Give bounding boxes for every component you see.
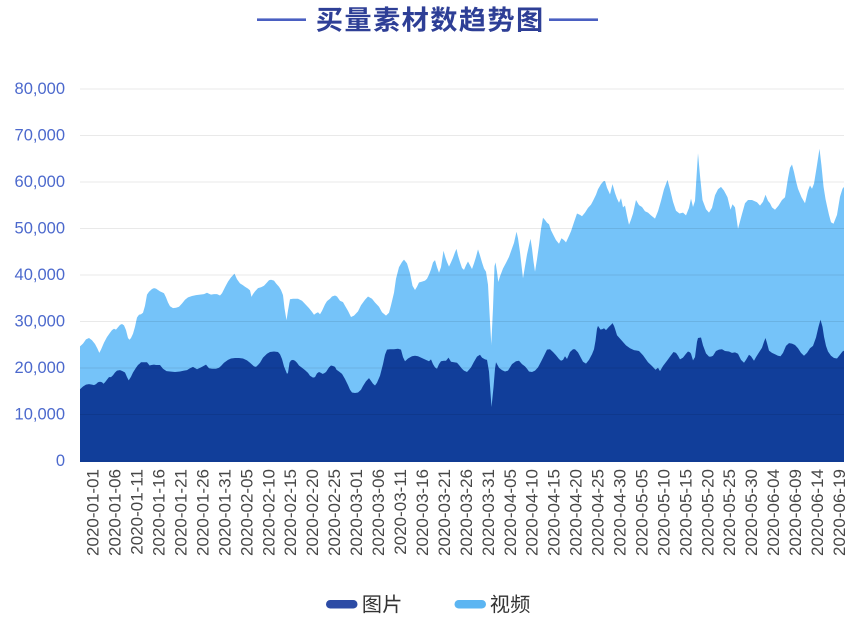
svg-text:2020-01-26: 2020-01-26 xyxy=(194,469,213,556)
svg-text:40,000: 40,000 xyxy=(15,266,65,284)
svg-text:2020-04-15: 2020-04-15 xyxy=(545,469,564,556)
svg-text:0: 0 xyxy=(56,452,65,470)
svg-text:30,000: 30,000 xyxy=(15,313,65,331)
svg-text:2020-06-19: 2020-06-19 xyxy=(830,469,849,556)
svg-text:2020-04-30: 2020-04-30 xyxy=(611,469,630,556)
svg-text:2020-03-21: 2020-03-21 xyxy=(435,469,454,556)
svg-text:2020-01-11: 2020-01-11 xyxy=(128,469,147,555)
svg-text:2020-06-09: 2020-06-09 xyxy=(786,469,805,556)
svg-text:2020-03-31: 2020-03-31 xyxy=(479,469,498,556)
svg-text:2020-02-20: 2020-02-20 xyxy=(303,469,322,556)
svg-text:2020-04-05: 2020-04-05 xyxy=(501,469,520,556)
svg-text:2020-01-01: 2020-01-01 xyxy=(84,469,103,556)
svg-text:80,000: 80,000 xyxy=(15,80,65,98)
svg-text:2020-01-06: 2020-01-06 xyxy=(106,469,125,556)
svg-text:70,000: 70,000 xyxy=(15,127,65,145)
svg-text:2020-01-16: 2020-01-16 xyxy=(150,469,169,556)
svg-text:2020-05-05: 2020-05-05 xyxy=(632,469,651,556)
svg-text:60,000: 60,000 xyxy=(15,173,65,191)
svg-text:2020-05-10: 2020-05-10 xyxy=(654,469,673,556)
svg-text:2020-03-26: 2020-03-26 xyxy=(457,469,476,556)
svg-text:2020-02-10: 2020-02-10 xyxy=(259,469,278,556)
svg-text:2020-04-25: 2020-04-25 xyxy=(589,469,608,556)
svg-text:2020-06-14: 2020-06-14 xyxy=(808,469,827,556)
svg-text:2020-02-15: 2020-02-15 xyxy=(281,469,300,556)
svg-text:20,000: 20,000 xyxy=(15,359,65,377)
svg-text:2020-01-21: 2020-01-21 xyxy=(172,469,191,556)
svg-text:2020-01-31: 2020-01-31 xyxy=(215,469,234,556)
svg-text:2020-02-25: 2020-02-25 xyxy=(325,469,344,556)
svg-text:2020-02-05: 2020-02-05 xyxy=(237,469,256,556)
svg-text:2020-05-25: 2020-05-25 xyxy=(720,469,739,556)
svg-text:50,000: 50,000 xyxy=(15,220,65,238)
svg-text:10,000: 10,000 xyxy=(15,406,65,424)
svg-text:2020-05-15: 2020-05-15 xyxy=(676,469,695,556)
svg-text:2020-04-10: 2020-04-10 xyxy=(523,469,542,556)
svg-text:2020-05-30: 2020-05-30 xyxy=(742,469,761,556)
svg-text:2020-03-01: 2020-03-01 xyxy=(347,469,366,556)
svg-text:2020-03-11: 2020-03-11 xyxy=(391,469,410,555)
svg-text:2020-04-20: 2020-04-20 xyxy=(567,469,586,556)
svg-text:2020-03-16: 2020-03-16 xyxy=(413,469,432,556)
svg-text:2020-03-06: 2020-03-06 xyxy=(369,469,388,556)
svg-text:2020-05-20: 2020-05-20 xyxy=(698,469,717,556)
svg-text:2020-06-04: 2020-06-04 xyxy=(764,469,783,556)
